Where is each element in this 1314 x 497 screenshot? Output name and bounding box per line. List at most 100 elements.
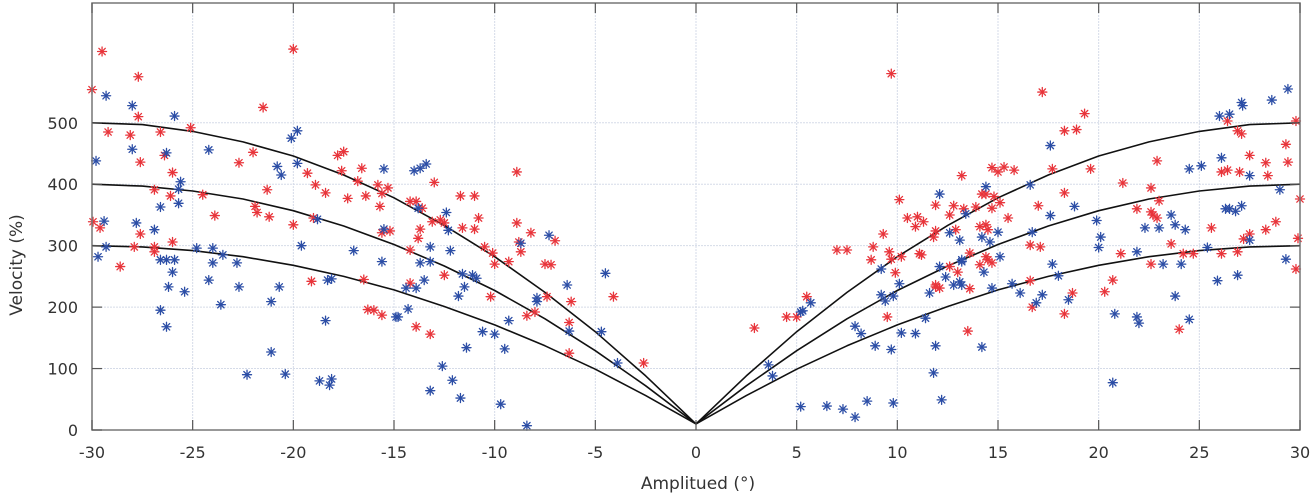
marker-stroke [1175, 325, 1184, 334]
blue-asterisk-marker [167, 266, 178, 278]
blue-asterisk-marker [515, 238, 526, 249]
marker-stroke [945, 211, 954, 219]
blue-asterisk-marker [392, 311, 404, 323]
marker-stroke [168, 238, 177, 246]
marker-stroke [913, 212, 922, 221]
red-asterisk-marker [251, 207, 263, 218]
blue-asterisk-marker [1170, 290, 1181, 302]
marker-stroke [170, 255, 179, 264]
marker-stroke [249, 148, 257, 157]
marker-stroke [994, 228, 1002, 237]
marker-stroke [929, 233, 938, 241]
marker-stroke [543, 292, 551, 301]
x-tick-label: 0 [691, 443, 701, 462]
red-asterisk-marker [841, 244, 853, 256]
red-asterisk-marker [1238, 233, 1249, 245]
marker-stroke [1096, 233, 1105, 241]
marker-stroke [168, 268, 177, 276]
x-tick-label: 25 [1189, 443, 1209, 462]
marker-stroke [833, 246, 841, 254]
red-asterisk-marker [608, 291, 619, 302]
x-axis-label: Amplitued (°) [641, 474, 755, 494]
red-asterisk-marker [135, 156, 146, 168]
marker-stroke [210, 211, 219, 220]
marker-stroke [420, 276, 429, 284]
red-asterisk-marker [372, 179, 384, 191]
marker-stroke [480, 243, 489, 251]
marker-stroke [468, 271, 477, 280]
marker-stroke [426, 257, 435, 266]
marker-stroke [478, 327, 487, 336]
blue-asterisk-marker [161, 321, 172, 332]
marker-stroke [426, 330, 435, 339]
marker-stroke [1147, 184, 1155, 192]
blue-asterisk-marker [161, 147, 172, 159]
marker-stroke [750, 324, 759, 332]
red-asterisk-marker [525, 227, 537, 238]
blue-asterisk-marker [936, 394, 947, 406]
blue-asterisk-marker [425, 256, 436, 267]
marker-stroke [764, 361, 773, 369]
blue-asterisk-marker [326, 373, 337, 385]
blue-asterisk-marker [296, 240, 307, 251]
red-asterisk-marker [1059, 308, 1070, 320]
red-asterisk-marker [133, 71, 144, 82]
x-tick-label: -25 [180, 443, 206, 462]
blue-asterisk-marker [286, 133, 297, 144]
blue-asterisk-marker [1139, 222, 1151, 234]
marker-stroke [1118, 179, 1127, 187]
blue-asterisk-marker [1237, 100, 1248, 111]
marker-stroke [180, 287, 189, 296]
marker-stroke [1197, 161, 1206, 170]
red-asterisk-marker [1262, 170, 1273, 181]
red-asterisk-marker [884, 246, 895, 257]
marker-stroke [1159, 260, 1167, 268]
red-asterisk-marker [429, 177, 440, 188]
marker-stroke [496, 400, 505, 409]
blue-asterisk-marker [402, 303, 414, 315]
marker-stroke [456, 394, 465, 402]
marker-stroke [1026, 181, 1035, 189]
marker-stroke [1153, 157, 1161, 165]
blue-asterisk-marker [441, 207, 452, 218]
red-asterisk-marker [974, 221, 986, 232]
red-asterisk-marker [404, 244, 416, 256]
marker-stroke [323, 276, 332, 284]
blue-asterisk-marker [1131, 246, 1143, 257]
marker-stroke [551, 236, 559, 245]
blue-asterisk-marker [90, 155, 102, 167]
marker-stroke [1155, 196, 1163, 205]
red-asterisk-marker [487, 247, 498, 259]
blue-asterisk-marker [1212, 275, 1223, 286]
marker-stroke [887, 345, 896, 354]
marker-stroke [949, 201, 958, 210]
marker-stroke [380, 165, 388, 173]
marker-stroke [1108, 378, 1117, 387]
blue-asterisk-marker [455, 392, 466, 404]
marker-stroke [929, 369, 938, 377]
marker-stroke [458, 224, 467, 232]
red-asterisk-marker [489, 258, 500, 270]
marker-stroke [1070, 202, 1079, 211]
marker-stroke [265, 212, 274, 221]
marker-stroke [891, 268, 900, 277]
red-asterisk-marker [376, 188, 388, 199]
marker-stroke [796, 402, 805, 411]
red-asterisk-marker [1234, 166, 1245, 178]
marker-stroke [887, 69, 896, 78]
marker-stroke [307, 277, 316, 286]
marker-stroke [541, 260, 549, 268]
red-asterisk-marker [910, 221, 921, 232]
marker-stroke [406, 197, 414, 206]
red-asterisk-marker [928, 231, 939, 243]
marker-stroke [839, 405, 847, 413]
marker-stroke [935, 262, 944, 271]
blue-asterisk-marker [1176, 258, 1187, 270]
marker-stroke [1245, 171, 1254, 180]
marker-stroke [996, 198, 1004, 207]
marker-stroke [426, 243, 435, 251]
x-tick-label: 15 [988, 443, 1008, 462]
red-asterisk-marker [882, 311, 893, 323]
marker-stroke [104, 128, 112, 136]
x-tick-label: -20 [280, 443, 306, 462]
